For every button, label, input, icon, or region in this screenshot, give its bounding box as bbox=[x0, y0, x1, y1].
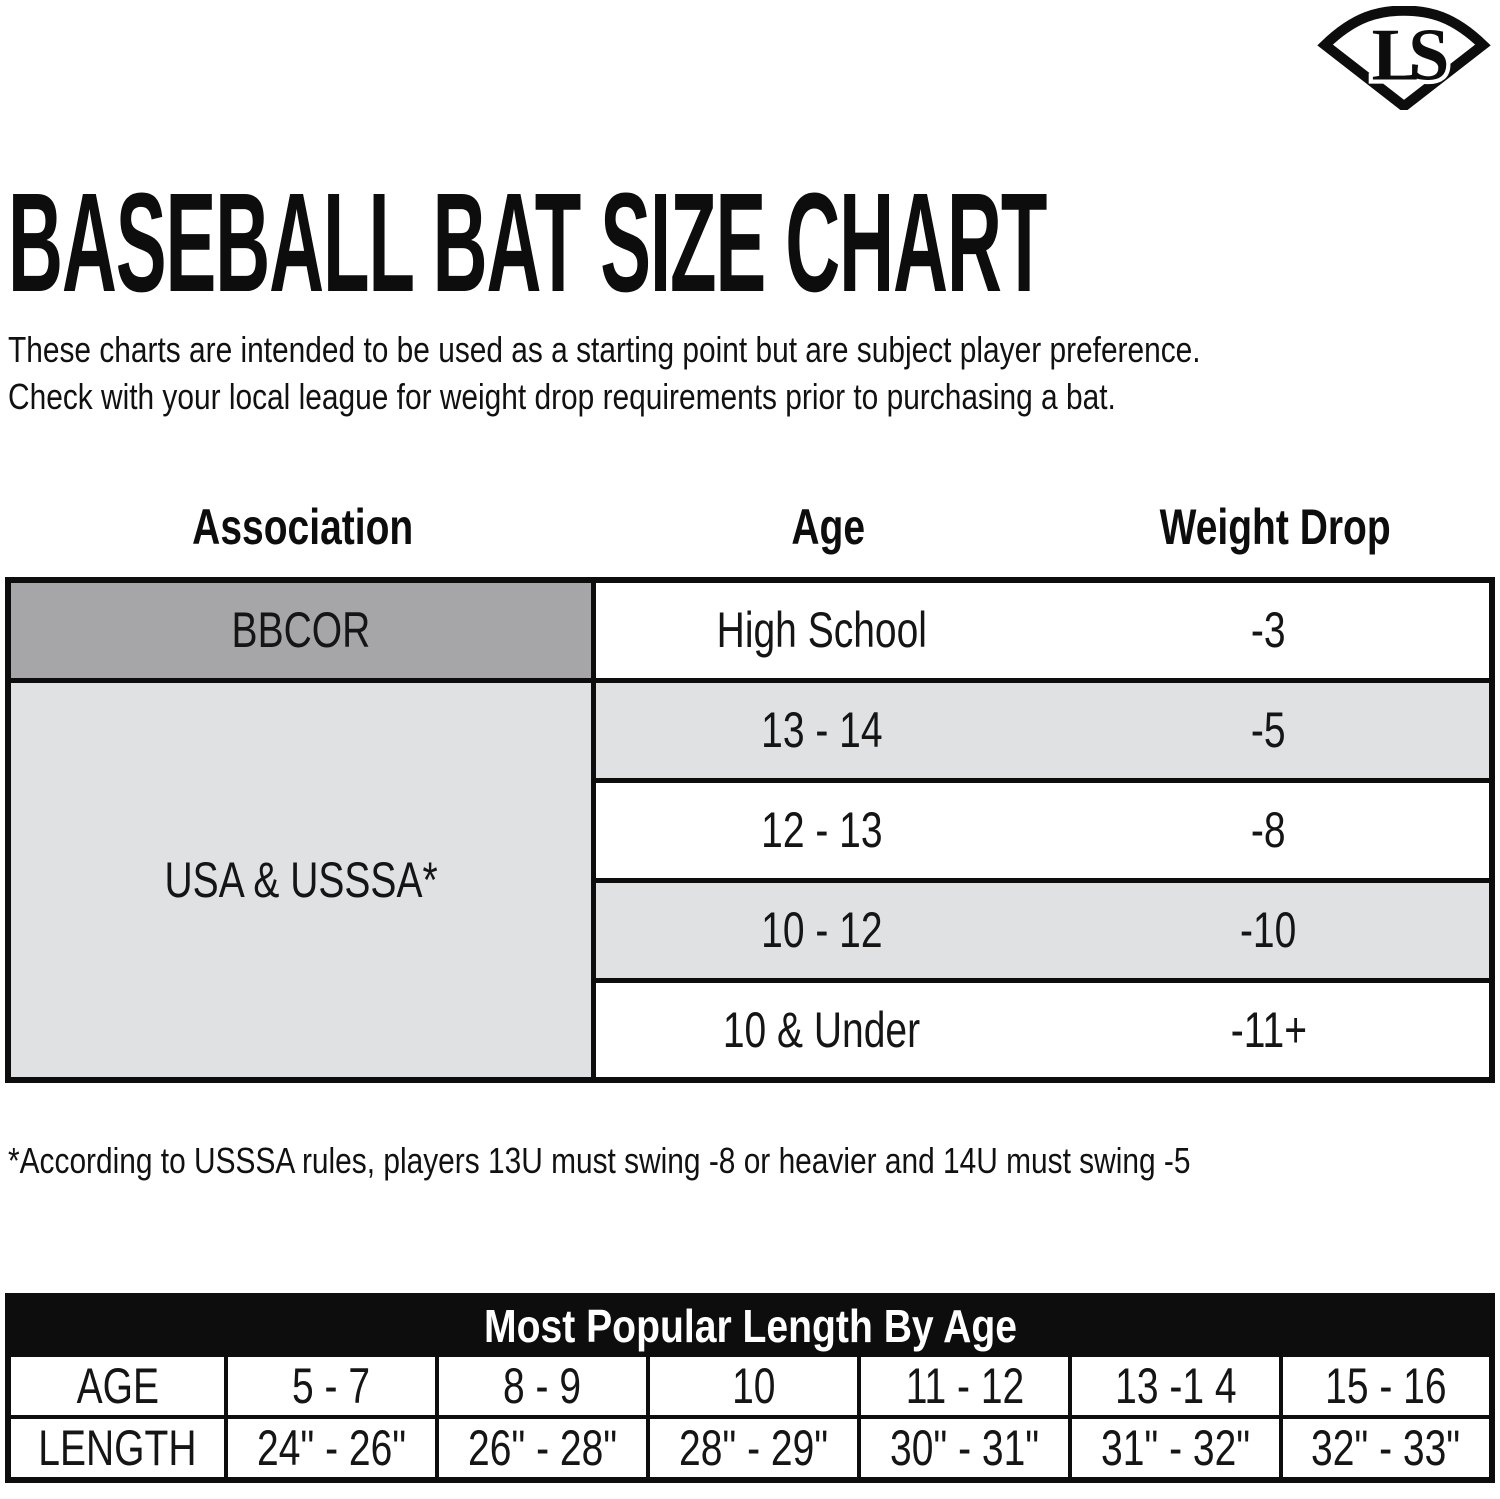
cell-age-bbcor: High School bbox=[593, 580, 1048, 680]
cell-age-12-13: 12 - 13 bbox=[593, 777, 1048, 880]
intro-line-2: Check with your local league for weight … bbox=[8, 376, 1116, 417]
length-table-title-cell: Most Popular Length By Age bbox=[6, 1294, 1494, 1357]
cell-weight-12-13: -8 bbox=[1048, 777, 1492, 880]
table-row-usa-10-12: 10 - 12 -10 bbox=[8, 877, 1492, 980]
length-cell-0: 24" - 26" bbox=[224, 1415, 439, 1482]
age-cell-3: 11 - 12 bbox=[857, 1353, 1072, 1419]
page-title: BASEBALL BAT SIZE CHART bbox=[8, 163, 1047, 321]
age-cell-1: 8 - 9 bbox=[435, 1353, 650, 1419]
length-cell-4: 31" - 32" bbox=[1068, 1415, 1283, 1482]
length-cell-1: 26" - 28" bbox=[435, 1415, 650, 1482]
table-row-usa-13-14: USA & USSSA* 13 - 14 -5 bbox=[8, 677, 1492, 1080]
table-row-usa-12-13: 12 - 13 -8 bbox=[8, 777, 1492, 880]
cell-weight-10-under: -11+ bbox=[1048, 977, 1492, 1080]
age-cell-2: 10 bbox=[646, 1353, 861, 1419]
length-cell-2: 28" - 29" bbox=[646, 1415, 861, 1482]
size-table-column-headers: Association Age Weight Drop bbox=[5, 498, 1495, 556]
cell-association-usa-usssa: USA & USSSA* bbox=[8, 677, 596, 1080]
bat-size-table: BBCOR High School -3 USA & USSSA* 13 - 1… bbox=[5, 577, 1495, 1083]
length-table-age-row: AGE 5 - 7 8 - 9 10 11 - 12 13 -1 4 15 - … bbox=[6, 1353, 1494, 1419]
length-table-length-row: LENGTH 24" - 26" 26" - 28" 28" - 29" 30"… bbox=[6, 1415, 1494, 1482]
louisville-slugger-logo-icon: LS bbox=[1317, 6, 1491, 110]
age-cell-4: 13 -1 4 bbox=[1068, 1353, 1283, 1419]
length-cell-3: 30" - 31" bbox=[857, 1415, 1072, 1482]
intro-line-1: These charts are intended to be used as … bbox=[8, 329, 1201, 370]
length-table-title-row: Most Popular Length By Age bbox=[6, 1294, 1494, 1357]
column-header-association: Association bbox=[192, 499, 414, 555]
length-row-label-cell: LENGTH bbox=[6, 1415, 228, 1482]
cell-weight-13-14: -5 bbox=[1048, 677, 1492, 780]
table-row-usa-10-under: 10 & Under -11+ bbox=[8, 977, 1492, 1080]
cell-weight-bbcor: -3 bbox=[1048, 580, 1492, 680]
age-cell-0: 5 - 7 bbox=[224, 1353, 439, 1419]
cell-weight-10-12: -10 bbox=[1048, 877, 1492, 980]
age-cell-5: 15 - 16 bbox=[1279, 1353, 1494, 1419]
cell-age-10-12: 10 - 12 bbox=[593, 877, 1048, 980]
age-row-label-cell: AGE bbox=[6, 1353, 228, 1419]
cell-age-13-14: 13 - 14 bbox=[593, 677, 1048, 780]
length-cell-5: 32" - 33" bbox=[1279, 1415, 1494, 1482]
column-header-weight-drop: Weight Drop bbox=[1159, 499, 1392, 555]
logo-monogram: LS bbox=[1372, 14, 1448, 96]
cell-age-10-under: 10 & Under bbox=[593, 977, 1048, 1080]
popular-length-table: Most Popular Length By Age AGE 5 - 7 8 -… bbox=[5, 1293, 1495, 1483]
table-row-bbcor: BBCOR High School -3 bbox=[8, 580, 1492, 680]
usssa-footnote: *According to USSSA rules, players 13U m… bbox=[8, 1140, 1191, 1181]
cell-association-bbcor: BBCOR bbox=[8, 580, 596, 680]
intro-paragraph: These charts are intended to be used as … bbox=[8, 326, 1445, 420]
column-header-age: Age bbox=[791, 499, 866, 555]
